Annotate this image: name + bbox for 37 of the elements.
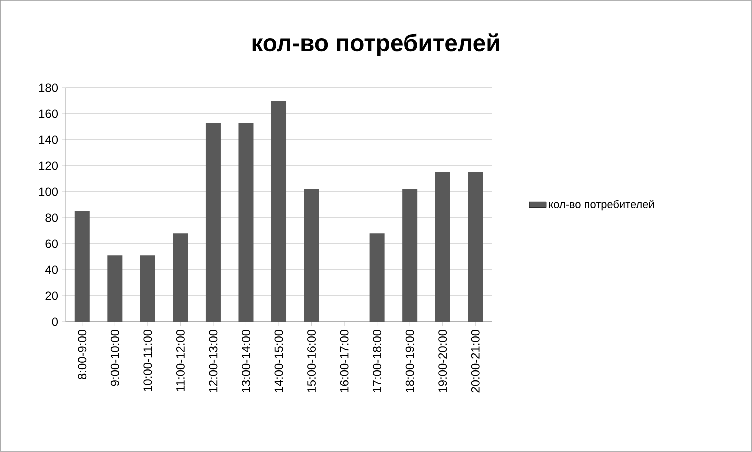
x-tick-label: 16:00-17:00 bbox=[340, 330, 349, 392]
x-tick-label: 13:00-14:00 bbox=[242, 330, 250, 392]
bar bbox=[108, 256, 123, 322]
chart-title: кол-во потребителей bbox=[252, 34, 500, 56]
x-tick-label: 14:00-15:00 bbox=[274, 330, 284, 392]
x-tick-label: 8:00-9:00 bbox=[78, 330, 87, 380]
y-tick-label: 0 bbox=[52, 318, 58, 326]
x-tick-label: 19:00-20:00 bbox=[438, 330, 448, 392]
y-tick-label: 120 bbox=[39, 162, 58, 170]
y-tick-label: 140 bbox=[39, 136, 58, 144]
bar bbox=[402, 189, 418, 322]
y-tick-label: 100 bbox=[39, 188, 58, 196]
bar bbox=[468, 172, 484, 322]
legend-label: кол-во потребителей bbox=[549, 200, 654, 211]
y-tick-label: 20 bbox=[46, 292, 58, 300]
y-tick-label: 40 bbox=[45, 266, 58, 274]
x-tick-label: 10:00-11:00 bbox=[144, 330, 152, 392]
x-tick-label: 18:00-19:00 bbox=[406, 330, 414, 392]
bar bbox=[435, 172, 450, 322]
x-tick-label: 12:00-13:00 bbox=[209, 330, 218, 392]
bar bbox=[272, 100, 287, 322]
x-tick-label: 9:00-10:00 bbox=[110, 330, 120, 386]
x-tick-label: 15:00-16:00 bbox=[308, 330, 316, 392]
bar bbox=[370, 234, 385, 322]
bar bbox=[304, 189, 320, 322]
bar bbox=[206, 123, 221, 322]
bar bbox=[173, 234, 188, 322]
x-tick-label: 17:00-18:00 bbox=[373, 330, 382, 392]
y-tick-label: 160 bbox=[39, 110, 58, 118]
y-tick-label: 180 bbox=[39, 84, 58, 92]
y-tick-label: 80 bbox=[46, 214, 58, 222]
x-tick-label: 11:00-12:00 bbox=[176, 330, 185, 392]
bar bbox=[140, 256, 156, 322]
bar bbox=[74, 211, 90, 322]
y-tick-label: 60 bbox=[46, 240, 58, 248]
x-tick-label: 20:00-21:00 bbox=[471, 330, 480, 393]
bar bbox=[238, 123, 254, 322]
